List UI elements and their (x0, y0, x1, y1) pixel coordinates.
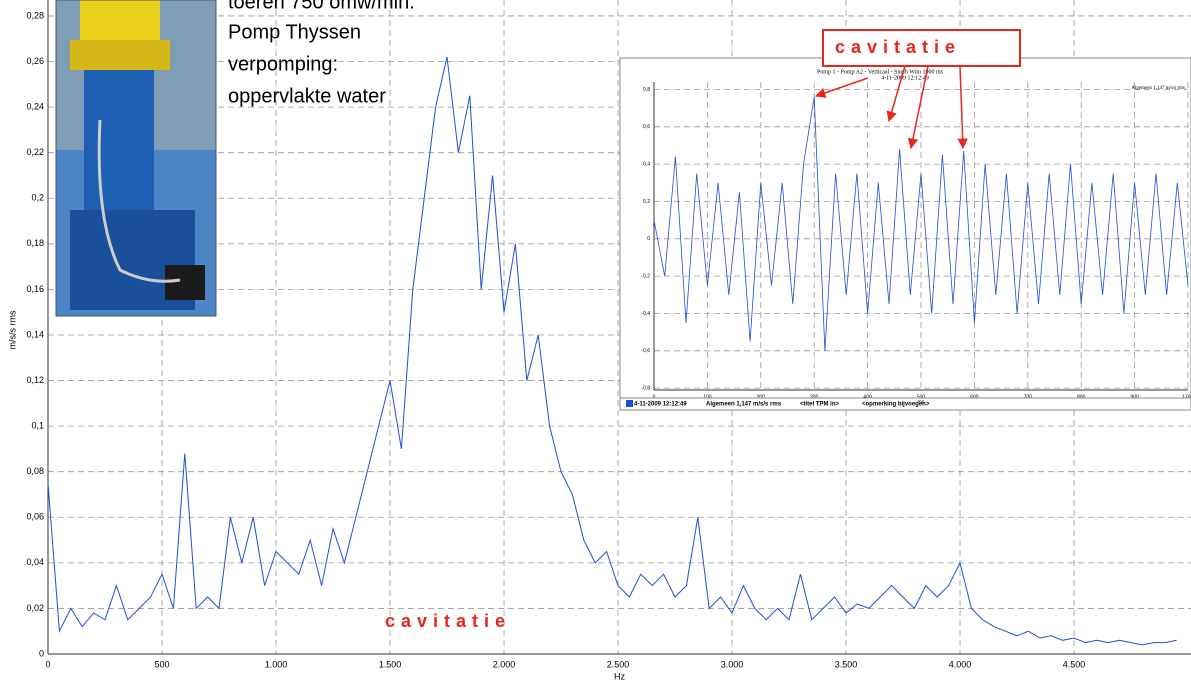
footer-text: Algemeen 1,147 m/s/s rms (706, 402, 782, 408)
y-tick-label: 0,26 (26, 56, 44, 66)
x-tick-label: 900 (1130, 394, 1139, 400)
page: 0 0,02 0,04 0,06 0,08 0,1 0,12 0,14 0,16 0,18 0,2 0… (0, 0, 1191, 683)
x-axis-label: Hz (614, 671, 625, 681)
y-tick-label: -0,8 (641, 385, 650, 391)
legend-swatch (626, 400, 633, 407)
y-tick-label: 0,06 (26, 512, 44, 522)
y-tick-label: 0,1 (31, 421, 44, 431)
y-tick-label: 0,04 (26, 557, 44, 567)
pump-photo (56, 0, 216, 316)
inset-subtitle: 4-11-2009 12:12:49 (881, 75, 929, 81)
y-tick-label: 0,8 (643, 87, 650, 93)
x-tick-label: 700 (1024, 394, 1033, 400)
footer-text: <opmerking bijvoegen> (862, 402, 930, 408)
x-tick-label: 800 (1077, 394, 1086, 400)
y-axis-label: m/s/s rms (7, 310, 17, 349)
y-tick-label: 0,22 (26, 147, 44, 157)
x-tick-label: 4.500 (1063, 659, 1086, 669)
y-tick-label: 0,14 (26, 329, 44, 339)
y-tick-label: 0,16 (26, 284, 44, 294)
y-tick-label: -0,2 (641, 273, 650, 279)
footer-text: <titel TPM in> (800, 402, 840, 408)
x-tick-label: 0 (45, 659, 50, 669)
y-tick-label: 0 (647, 236, 650, 242)
y-tick-label: 0,2 (31, 193, 44, 203)
callout-text: cavitatie (835, 37, 961, 57)
y-tick-label: 0,08 (26, 466, 44, 476)
caption-line: toeren 750 omw/min. (228, 0, 415, 13)
x-tick-label: 100 (703, 394, 712, 400)
y-tick-label: 0,18 (26, 238, 44, 248)
footer-text: 4-11-2009 12:12:49 (634, 402, 687, 408)
y-tick-label: 0,6 (643, 124, 650, 130)
x-tick-label: 1.500 (379, 659, 402, 669)
x-tick-label: 200 (757, 394, 766, 400)
x-tick-label: 4.000 (949, 659, 972, 669)
y-tick-label: 0,12 (26, 375, 44, 385)
x-tick-label: 500 (154, 659, 169, 669)
x-tick-label: 400 (863, 394, 872, 400)
y-tick-label: 0 (39, 648, 44, 658)
caption-line: verpomping: (228, 53, 338, 75)
y-tick-label: -0,6 (641, 348, 650, 354)
x-tick-label: 1.000 (1182, 394, 1191, 400)
x-tick-label: 2.500 (607, 659, 630, 669)
inset-annotation: Algemeen 1,147 m/s/s rms (1131, 86, 1185, 91)
x-tick-label: 1.000 (265, 659, 288, 669)
y-tick-label: 0,2 (643, 199, 650, 205)
x-tick-label: 300 (810, 394, 819, 400)
x-tick-label: 3.500 (835, 659, 858, 669)
x-tick-label: 600 (970, 394, 979, 400)
x-tick-label: 3.000 (721, 659, 744, 669)
y-tick-label: 0,28 (26, 10, 44, 20)
y-tick-label: 0,24 (26, 101, 44, 111)
y-tick-label: 0,4 (643, 161, 650, 167)
caption-line: oppervlakte water (228, 85, 386, 107)
x-tick-label: 2.000 (493, 659, 516, 669)
y-tick-label: 0,02 (26, 603, 44, 613)
caption-line: Pomp Thyssen (228, 21, 361, 43)
x-tick-label: 0 (653, 394, 656, 400)
annotation: cavitatie (385, 611, 511, 631)
y-tick-label: -0,4 (641, 311, 650, 317)
